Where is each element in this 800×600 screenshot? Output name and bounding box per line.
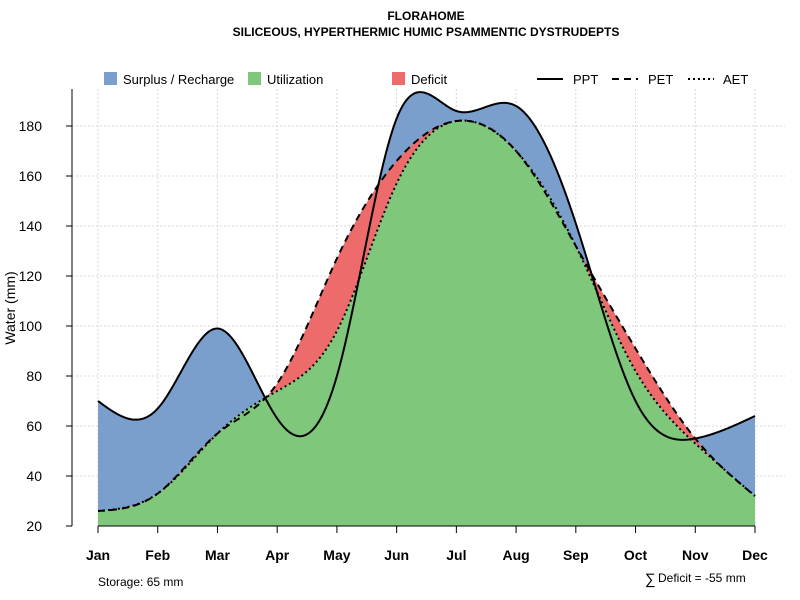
x-tick-label-mar: Mar: [205, 547, 230, 563]
legend-label-pet: PET: [648, 72, 673, 87]
legend-label-surplus: Surplus / Recharge: [123, 72, 234, 87]
x-tick-label-apr: Apr: [265, 547, 290, 563]
y-tick-label-20: 20: [26, 518, 42, 534]
chart-title: FLORAHOME: [387, 9, 464, 23]
series-line-pet: [97, 119, 756, 512]
y-tick-label-100: 100: [19, 318, 43, 334]
legend-swatch-deficit: [392, 72, 405, 85]
axes: 20 40 60 80 100 120 140 160 180 Jan Feb Mar Apr May Ju…: [19, 89, 768, 563]
chart-subtitle: SILICEOUS, HYPERTHERMIC HUMIC PSAMMENTIC…: [233, 25, 620, 39]
area-surplus-recharge: [98, 92, 755, 511]
legend-label-utilization: Utilization: [267, 72, 323, 87]
x-tick-label-jan: Jan: [86, 547, 110, 563]
legend-label-deficit: Deficit: [411, 72, 448, 87]
legend-swatch-surplus: [104, 72, 117, 85]
y-axis-label: Water (mm): [2, 271, 18, 344]
legend-swatch-utilization: [248, 72, 261, 85]
series-line-aet: [97, 119, 756, 512]
y-tick-label-160: 160: [19, 168, 43, 184]
x-tick-label-sep: Sep: [563, 547, 589, 563]
y-tick-label-80: 80: [26, 368, 42, 384]
y-tick-label-140: 140: [19, 218, 43, 234]
x-tick-label-nov: Nov: [682, 547, 709, 563]
storage-annotation: Storage: 65 mm: [98, 575, 183, 589]
y-tick-label-40: 40: [26, 468, 42, 484]
area-fills: [98, 92, 755, 526]
x-tick-label-may: May: [323, 547, 350, 563]
y-tick-label-180: 180: [19, 118, 43, 134]
legend: Surplus / Recharge Utilization Deficit P…: [104, 72, 748, 87]
x-tick-label-oct: Oct: [624, 547, 648, 563]
series-line-ppt: [97, 91, 756, 441]
area-utilization: [98, 120, 755, 526]
x-tick-label-jul: Jul: [446, 547, 466, 563]
deficit-annotation: Deficit = -55 mm: [658, 571, 746, 585]
x-tick-label-feb: Feb: [145, 547, 170, 563]
legend-label-ppt: PPT: [573, 72, 598, 87]
x-tick-label-jun: Jun: [384, 547, 409, 563]
legend-label-aet: AET: [723, 72, 748, 87]
x-tick-label-dec: Dec: [742, 547, 768, 563]
y-tick-label-120: 120: [19, 268, 43, 284]
x-tick-label-aug: Aug: [502, 547, 529, 563]
series-lines: [97, 91, 756, 512]
y-tick-label-60: 60: [26, 418, 42, 434]
sum-symbol-icon: ∑: [645, 571, 656, 588]
